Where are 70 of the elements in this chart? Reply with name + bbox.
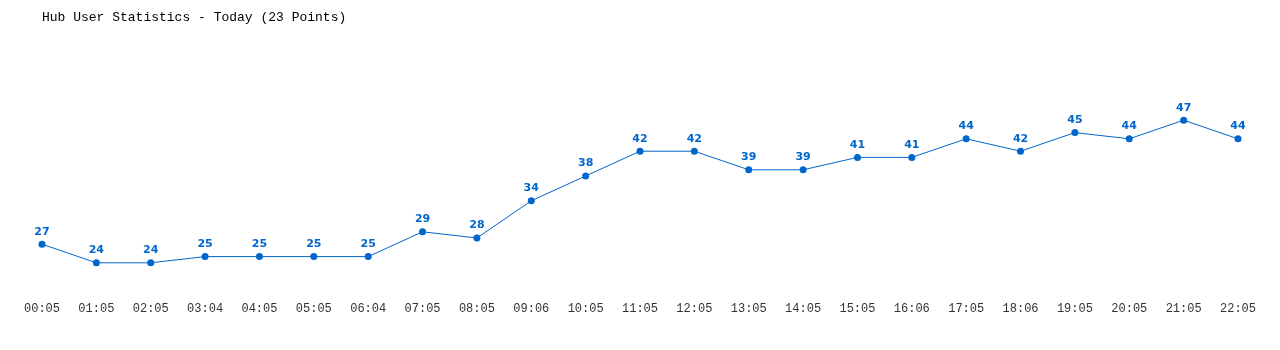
point xyxy=(1125,135,1133,143)
data-label: 42 xyxy=(1012,131,1029,145)
x-tick-label: 03:04 xyxy=(187,301,224,316)
data-label: 41 xyxy=(904,137,920,151)
data-label: 25 xyxy=(360,236,376,250)
point xyxy=(908,153,916,161)
point xyxy=(473,234,481,242)
point xyxy=(853,153,861,161)
data-label: 25 xyxy=(306,236,322,250)
x-tick-label: 22:05 xyxy=(1219,301,1257,316)
data-label: 38 xyxy=(577,156,594,170)
x-tick-label: 18:06 xyxy=(1002,301,1039,316)
x-tick-label: 08:05 xyxy=(458,301,495,316)
x-tick-label: 16:06 xyxy=(893,301,930,316)
point xyxy=(1071,129,1079,137)
x-tick-label: 06:04 xyxy=(350,301,387,316)
data-label: 25 xyxy=(197,236,213,250)
data-label: 42 xyxy=(686,131,703,145)
x-tick-label: 09:06 xyxy=(513,301,550,316)
x-tick-label: 10:05 xyxy=(567,301,604,316)
data-label: 24 xyxy=(88,243,105,257)
data-label: 24 xyxy=(143,243,159,257)
point xyxy=(201,253,209,261)
point xyxy=(1234,135,1242,143)
point xyxy=(690,147,698,155)
data-label: 45 xyxy=(1067,112,1083,126)
point xyxy=(1180,116,1188,124)
x-tick-label: 02:05 xyxy=(132,301,169,316)
point xyxy=(582,172,590,180)
point xyxy=(147,259,155,267)
point xyxy=(636,147,644,155)
point xyxy=(745,166,753,174)
data-label: 29 xyxy=(414,212,431,226)
x-tick-label: 07:05 xyxy=(404,301,441,316)
point xyxy=(38,240,46,248)
data-label: 27 xyxy=(34,224,50,238)
data-label: 44 xyxy=(1121,119,1138,133)
x-tick-label: 19:05 xyxy=(1056,301,1093,316)
x-tick-label: 17:05 xyxy=(948,301,985,316)
point xyxy=(1017,147,1025,155)
point xyxy=(92,259,100,267)
data-label: 28 xyxy=(469,218,485,232)
data-label: 47 xyxy=(1175,100,1192,114)
x-tick-label: 21:05 xyxy=(1165,301,1202,316)
point xyxy=(527,197,535,205)
x-tick-label: 15:05 xyxy=(839,301,876,316)
x-tick-label: 13:05 xyxy=(730,301,767,316)
x-tick-label: 05:05 xyxy=(295,301,332,316)
data-label: 39 xyxy=(741,150,757,164)
x-tick-label: 14:05 xyxy=(785,301,822,316)
data-label: 44 xyxy=(1230,119,1246,133)
data-label: 39 xyxy=(795,150,811,164)
x-tick-label: 20:05 xyxy=(1111,301,1148,316)
data-label: 44 xyxy=(958,119,975,133)
data-label: 41 xyxy=(849,137,866,151)
x-tick-label: 11:05 xyxy=(621,301,659,316)
x-tick-label: 00:05 xyxy=(23,301,61,316)
data-label: 25 xyxy=(251,236,268,250)
chart-title: Hub User Statistics - Today (23 Points) xyxy=(42,10,347,26)
point xyxy=(799,166,807,174)
data-label: 34 xyxy=(523,181,540,195)
x-tick-label: 12:05 xyxy=(676,301,713,316)
point xyxy=(419,228,427,236)
x-tick-label: 01:05 xyxy=(78,301,115,316)
point xyxy=(364,253,372,261)
point xyxy=(255,253,263,261)
point xyxy=(310,253,318,261)
point xyxy=(962,135,970,143)
x-tick-label: 04:05 xyxy=(241,301,278,316)
data-label: 42 xyxy=(632,131,648,145)
